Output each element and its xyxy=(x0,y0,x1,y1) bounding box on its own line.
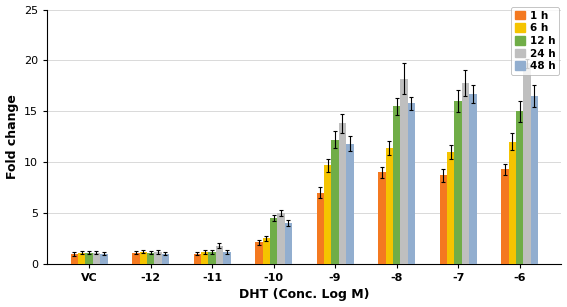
Bar xyxy=(386,148,393,264)
Bar xyxy=(462,83,469,264)
Bar xyxy=(86,253,93,264)
Bar xyxy=(93,253,100,264)
Bar xyxy=(285,223,292,264)
Bar xyxy=(78,253,86,264)
Bar xyxy=(332,140,339,264)
Bar xyxy=(277,213,285,264)
Bar xyxy=(263,239,270,264)
Bar xyxy=(454,101,462,264)
Bar xyxy=(439,175,447,264)
Bar xyxy=(501,169,509,264)
Bar xyxy=(194,254,201,264)
Bar xyxy=(209,252,216,264)
Bar xyxy=(378,172,386,264)
Bar xyxy=(447,152,454,264)
Bar xyxy=(509,142,516,264)
Y-axis label: Fold change: Fold change xyxy=(6,94,19,179)
Bar xyxy=(139,252,147,264)
Bar xyxy=(100,254,108,264)
Bar xyxy=(400,79,408,264)
Bar xyxy=(339,123,346,264)
Bar xyxy=(469,94,477,264)
Legend: 1 h, 6 h, 12 h, 24 h, 48 h: 1 h, 6 h, 12 h, 24 h, 48 h xyxy=(511,6,560,75)
Bar xyxy=(516,111,523,264)
Bar xyxy=(408,103,415,264)
Bar xyxy=(201,252,209,264)
Bar xyxy=(316,193,324,264)
Bar xyxy=(223,252,231,264)
Bar xyxy=(147,253,154,264)
Bar xyxy=(216,246,223,264)
Bar xyxy=(346,144,354,264)
Bar xyxy=(154,252,162,264)
Bar xyxy=(393,106,400,264)
Bar xyxy=(132,253,139,264)
Bar xyxy=(71,254,78,264)
Bar xyxy=(324,165,332,264)
Bar xyxy=(531,96,538,264)
X-axis label: DHT (Conc. Log M): DHT (Conc. Log M) xyxy=(239,289,370,301)
Bar xyxy=(523,64,531,264)
Bar xyxy=(255,243,263,264)
Bar xyxy=(270,218,277,264)
Bar xyxy=(162,254,169,264)
